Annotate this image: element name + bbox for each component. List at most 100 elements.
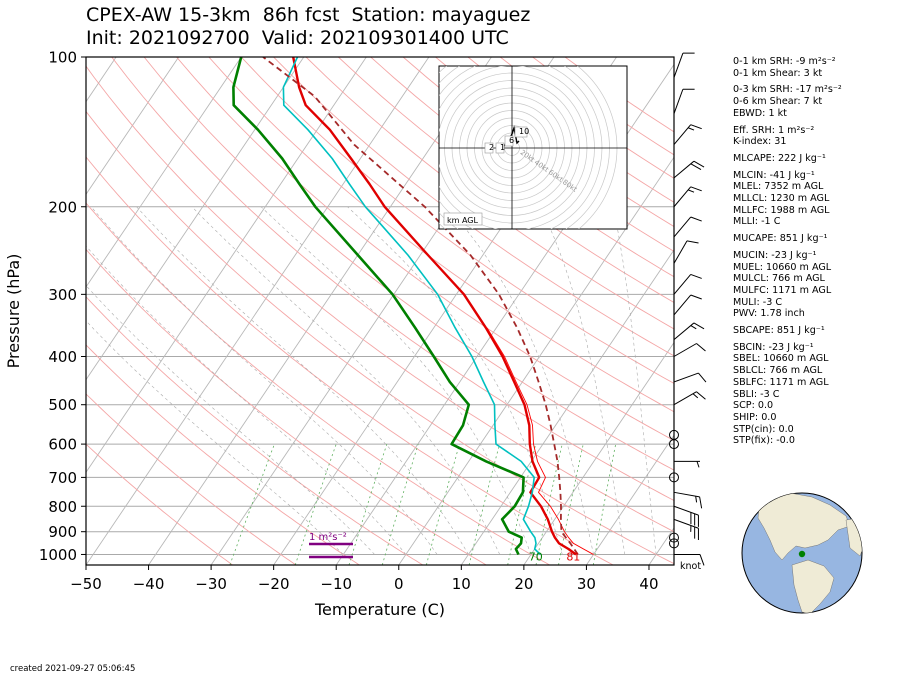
globe-land: [757, 493, 862, 613]
mixing-ratio-line: [348, 443, 388, 565]
wind-barbs: [669, 52, 707, 566]
wind-barb-staff: [673, 491, 700, 498]
y-tick-label: 500: [48, 396, 77, 414]
parameter-line: MUCAPE: 851 J kg⁻¹: [733, 233, 828, 245]
parameter-line: MLLI: -1 C: [733, 216, 781, 228]
profile-lines: 81 70: [232, 57, 594, 564]
wind-barb-flag: [699, 554, 705, 566]
parameter-line: MULCL: 766 m AGL: [733, 273, 825, 285]
parameter-list: 0-1 km SRH: -9 m²s⁻² 0-1 km Shear: 3 kt 0-…: [733, 56, 842, 447]
wind-barb-flag: [686, 240, 699, 244]
parameter-line: SCP: 0.0: [733, 400, 774, 412]
dry-adiabat-line: [86, 443, 233, 565]
parameter-line: EBWD: 1 kt: [733, 107, 787, 119]
parameter-line: MLCAPE: 222 J kg⁻¹: [733, 152, 826, 164]
moist-adiabat-line: [136, 206, 469, 555]
station-marker: [798, 550, 806, 558]
surface-value-label: 70: [529, 551, 543, 564]
y-tick-label: 700: [48, 469, 77, 487]
wind-barb-flag: [690, 186, 702, 192]
moist-adiabat-line: [613, 206, 657, 555]
parameter-line: 0-3 km SRH: -17 m²s⁻²: [733, 84, 842, 96]
wind-barb-staff: [673, 160, 695, 179]
wind-barb-flag: [690, 294, 702, 300]
x-tick-label: 30: [577, 575, 596, 593]
dry-adiabat-line: [337, 57, 674, 304]
wind-unit-label: knot: [680, 561, 701, 572]
wind-barb-flag: [690, 163, 702, 171]
x-axis-label: Temperature (C): [314, 600, 445, 619]
moist-adiabat-line: [86, 285, 375, 555]
x-tick-label: −10: [320, 575, 352, 593]
wind-barb-staff: [673, 372, 699, 383]
y-axis-label: Pressure (hPa): [4, 254, 23, 369]
created-timestamp: created 2021-09-27 05:06:45: [10, 664, 136, 674]
parameter-line: SHIP: 0.0: [733, 411, 777, 423]
parameter-line: MUCIN: -23 J kg⁻¹: [733, 249, 817, 261]
x-tick-label: 0: [394, 575, 404, 593]
parameter-line: STP(fix): -0.0: [733, 435, 795, 447]
axes: −50 −40 −30 −20 −10 0 10 20 30 40 100 200 300 400 500 6…: [4, 49, 701, 620]
isotherm-line: [86, 57, 367, 474]
hodograph-corner-box: [443, 212, 483, 226]
isotherm-line: [398, 156, 674, 565]
moist-adiabat-line: [90, 206, 438, 555]
isotherm-line: [86, 57, 430, 565]
wind-barb-flag: [698, 372, 707, 383]
dry-adiabat-line: [86, 202, 550, 565]
isotherm-line: [586, 434, 674, 565]
hodograph-frame: [438, 65, 628, 230]
wind-barb-staff: [673, 505, 699, 516]
location-globe: [741, 492, 863, 614]
mixing-ratio-line: [229, 443, 275, 565]
wind-barb-half-flag: [692, 393, 699, 399]
wind-barb-staff: [673, 274, 692, 295]
srh-legend: 1 m²s⁻²: [309, 532, 353, 559]
dry-adiabat-line: [86, 156, 614, 565]
wind-barb-flag: [690, 124, 702, 130]
x-tick-label: −50: [70, 575, 102, 593]
chart-title-line2: Init: 2021092700 Valid: 202109301400 UTC: [86, 27, 509, 49]
parameter-line: SBCIN: -23 J kg⁻¹: [733, 341, 814, 353]
moist-adiabat-line: [191, 206, 500, 555]
parameter-line: MLCIN: -41 J kg⁻¹: [733, 169, 815, 181]
wind-barb-staff: [673, 343, 697, 357]
moist-adiabat-line: [260, 206, 532, 555]
wind-barb-staff: [673, 391, 697, 406]
wind-barb-staff: [673, 52, 684, 78]
x-tick-label: −30: [195, 575, 227, 593]
wind-barb-flag: [696, 391, 706, 400]
parameter-line: MULFC: 1171 m AGL: [733, 284, 832, 296]
dry-adiabat-line: [208, 57, 674, 413]
isotherm-line: [148, 57, 492, 565]
wetbulb-profile-line: [282, 57, 541, 556]
hodograph-height-label: 2: [489, 143, 494, 152]
mixing-ratio-line: [468, 444, 500, 565]
isotherm-line: [86, 57, 242, 288]
hodograph-height-label: 10: [519, 127, 529, 136]
dry-adiabat-line: [111, 57, 674, 502]
x-tick-label: 40: [639, 575, 658, 593]
mixing-ratio-line: [381, 443, 419, 565]
dry-adiabat-line: [86, 344, 360, 565]
parameter-line: MULI: -3 C: [733, 296, 783, 308]
parameter-line: SBLI: -3 C: [733, 388, 780, 400]
north-america-land: [757, 493, 851, 561]
wind-barb-staff: [673, 216, 692, 238]
mixing-ratio-line: [592, 444, 617, 565]
dry-adiabat-line: [86, 393, 297, 565]
wind-barb-flag: [699, 496, 703, 509]
y-tick-label: 200: [48, 198, 77, 216]
wind-barb-staff: [673, 124, 692, 145]
hodograph-height-box: [495, 142, 505, 154]
parameter-line: PWV: 1.78 inch: [733, 308, 805, 320]
dry-adiabat-line: [86, 248, 487, 565]
x-tick-label: 10: [452, 575, 471, 593]
y-tick-label: 400: [48, 348, 77, 366]
parameter-line: 0-1 km Shear: 3 kt: [733, 67, 823, 79]
wind-barb-half-flag: [687, 127, 695, 131]
plot-frame: [85, 56, 675, 566]
parameter-line: MLLCL: 1230 m AGL: [733, 193, 830, 205]
